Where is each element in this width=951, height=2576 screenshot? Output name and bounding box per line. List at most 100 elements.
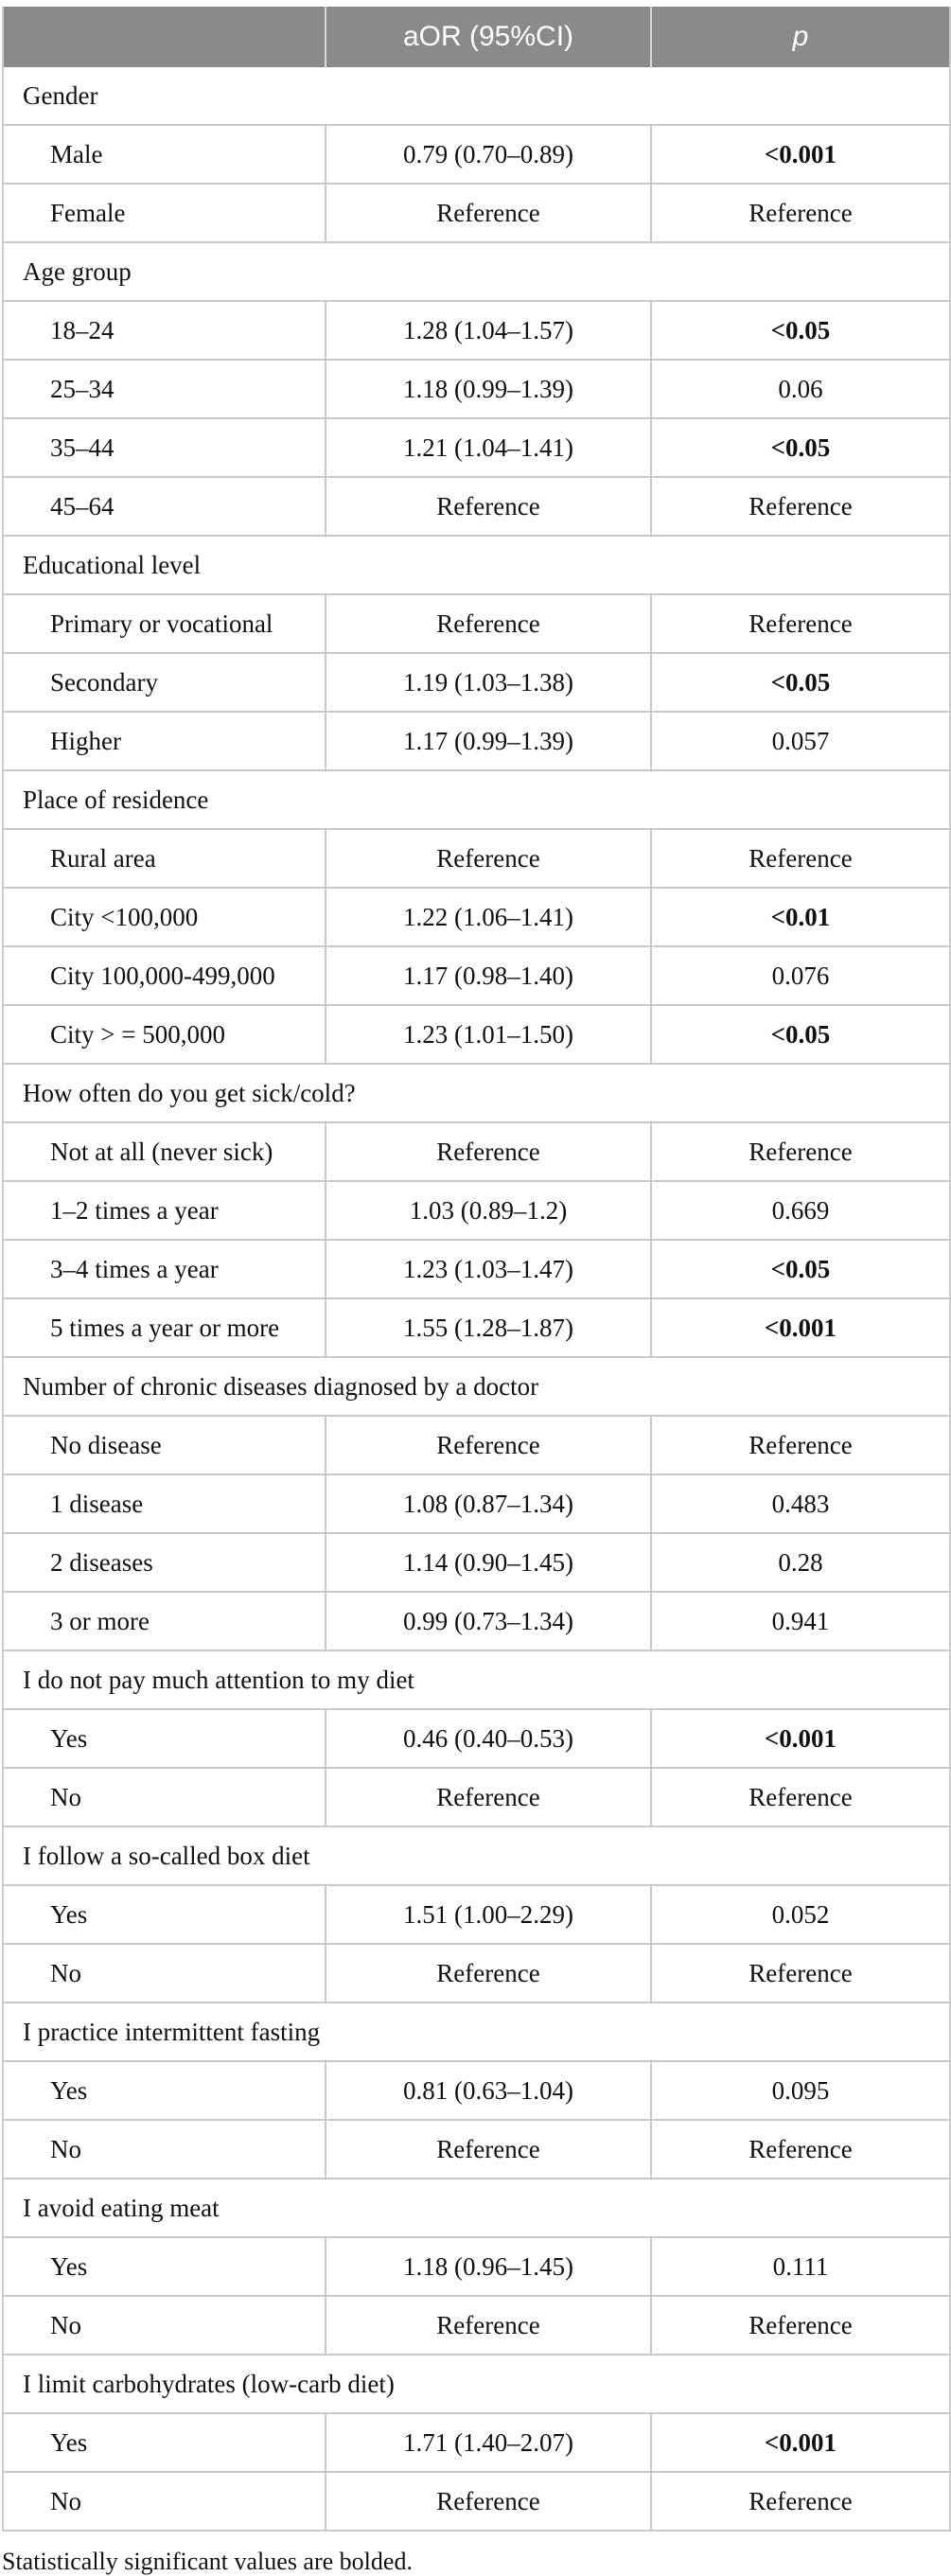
aor-value: Reference xyxy=(326,594,652,654)
row-label: Female xyxy=(3,184,326,243)
aor-value: 1.03 (0.89–1.2) xyxy=(326,1181,652,1241)
p-value: Reference xyxy=(651,1768,950,1827)
p-value: Reference xyxy=(651,2472,950,2532)
aor-value: Reference xyxy=(326,2472,652,2532)
p-value: 0.095 xyxy=(651,2061,950,2121)
aor-value: 1.51 (1.00–2.29) xyxy=(326,1885,652,1945)
table-row: Female Reference Reference xyxy=(3,184,950,243)
table-row: Yes 1.71 (1.40–2.07) <0.001 xyxy=(3,2413,950,2473)
aor-value: Reference xyxy=(326,1944,652,2003)
table-row: 35–44 1.21 (1.04–1.41) <0.05 xyxy=(3,418,950,478)
table-row: Male 0.79 (0.70–0.89) <0.001 xyxy=(3,125,950,185)
p-value: <0.05 xyxy=(651,653,950,713)
row-label: 45–64 xyxy=(3,477,326,537)
aor-value: 1.23 (1.03–1.47) xyxy=(326,1240,652,1299)
category-label: Number of chronic diseases diagnosed by … xyxy=(3,1357,950,1417)
aor-value: 1.71 (1.40–2.07) xyxy=(326,2413,652,2473)
table-row: Yes 1.51 (1.00–2.29) 0.052 xyxy=(3,1885,950,1945)
header-row: aOR (95%CI) p xyxy=(3,7,950,67)
row-label: Higher xyxy=(3,712,326,771)
p-value: <0.01 xyxy=(651,888,950,947)
table-row: No Reference Reference xyxy=(3,2120,950,2179)
category-row: Number of chronic diseases diagnosed by … xyxy=(3,1357,950,1417)
p-value: Reference xyxy=(651,1416,950,1475)
header-stub-cell xyxy=(3,7,326,67)
category-row: Gender xyxy=(3,67,950,126)
table-row: Secondary 1.19 (1.03–1.38) <0.05 xyxy=(3,653,950,713)
row-label: City > = 500,000 xyxy=(3,1005,326,1065)
aor-value: 1.18 (0.99–1.39) xyxy=(326,360,652,419)
aor-value: 1.22 (1.06–1.41) xyxy=(326,888,652,947)
p-value: 0.941 xyxy=(651,1592,950,1651)
row-label: Yes xyxy=(3,2061,326,2121)
aor-value: 1.08 (0.87–1.34) xyxy=(326,1474,652,1534)
header-p-cell: p xyxy=(650,7,950,67)
aor-value: Reference xyxy=(326,184,652,243)
p-value: <0.001 xyxy=(651,125,950,185)
table-row: 1 disease 1.08 (0.87–1.34) 0.483 xyxy=(3,1474,950,1534)
category-label: I do not pay much attention to my diet xyxy=(3,1650,950,1710)
category-row: I practice intermittent fasting xyxy=(3,2003,950,2062)
table-row: No Reference Reference xyxy=(3,2472,950,2532)
category-label: I avoid eating meat xyxy=(3,2179,950,2238)
aor-value: Reference xyxy=(326,2120,652,2179)
table-footnote: Statistically significant values are bol… xyxy=(2,2548,413,2575)
p-value: 0.052 xyxy=(651,1885,950,1945)
table-row: 25–34 1.18 (0.99–1.39) 0.06 xyxy=(3,360,950,419)
table-row: No Reference Reference xyxy=(3,1768,950,1827)
aor-value: 1.18 (0.96–1.45) xyxy=(326,2237,652,2297)
table-header: aOR (95%CI) p xyxy=(3,7,950,67)
category-label: I follow a so-called box diet xyxy=(3,1826,950,1886)
aor-table: aOR (95%CI) p Gender Male 0.79 (0.70–0.89)… xyxy=(2,7,951,2532)
table-row: 45–64 Reference Reference xyxy=(3,477,950,537)
p-value: Reference xyxy=(651,829,950,889)
p-value: <0.001 xyxy=(651,2413,950,2473)
category-label: Place of residence xyxy=(3,770,950,830)
table-row: No Reference Reference xyxy=(3,2296,950,2355)
row-label: City <100,000 xyxy=(3,888,326,947)
aor-value: 1.17 (0.99–1.39) xyxy=(326,712,652,771)
aor-value: 1.28 (1.04–1.57) xyxy=(326,301,652,361)
p-value: 0.669 xyxy=(651,1181,950,1241)
aor-value: 1.19 (1.03–1.38) xyxy=(326,653,652,713)
category-row: Place of residence xyxy=(3,770,950,830)
aor-value: Reference xyxy=(326,1122,652,1182)
table-row: 5 times a year or more 1.55 (1.28–1.87) <0… xyxy=(3,1298,950,1358)
table-row: Yes 0.81 (0.63–1.04) 0.095 xyxy=(3,2061,950,2121)
category-label: Gender xyxy=(3,67,950,126)
row-label: No xyxy=(3,2120,326,2179)
row-label: 5 times a year or more xyxy=(3,1298,326,1358)
table-row: Primary or vocational Reference Reference xyxy=(3,594,950,654)
category-row: Age group xyxy=(3,242,950,302)
table-row: City <100,000 1.22 (1.06–1.41) <0.01 xyxy=(3,888,950,947)
aor-value: 0.46 (0.40–0.53) xyxy=(326,1709,652,1769)
table-row: 1–2 times a year 1.03 (0.89–1.2) 0.669 xyxy=(3,1181,950,1241)
p-value: Reference xyxy=(651,594,950,654)
row-label: No xyxy=(3,1944,326,2003)
table-row: Higher 1.17 (0.99–1.39) 0.057 xyxy=(3,712,950,771)
p-value: Reference xyxy=(651,1122,950,1182)
aor-value: 0.81 (0.63–1.04) xyxy=(326,2061,652,2121)
row-label: 1–2 times a year xyxy=(3,1181,326,1241)
aor-value: Reference xyxy=(326,1768,652,1827)
table-row: Rural area Reference Reference xyxy=(3,829,950,889)
p-value: 0.057 xyxy=(651,712,950,771)
table-row: City > = 500,000 1.23 (1.01–1.50) <0.05 xyxy=(3,1005,950,1065)
table-body: Gender Male 0.79 (0.70–0.89) <0.001 Female Re… xyxy=(3,67,950,2532)
p-value: 0.076 xyxy=(651,946,950,1006)
p-value: <0.05 xyxy=(651,301,950,361)
p-value: 0.28 xyxy=(651,1533,950,1593)
row-label: City 100,000-499,000 xyxy=(3,946,326,1006)
category-label: I practice intermittent fasting xyxy=(3,2003,950,2062)
category-row: I avoid eating meat xyxy=(3,2179,950,2238)
category-row: I limit carbohydrates (low-carb diet) xyxy=(3,2355,950,2414)
table-row: 3–4 times a year 1.23 (1.03–1.47) <0.05 xyxy=(3,1240,950,1299)
category-row: Educational level xyxy=(3,536,950,595)
row-label: 35–44 xyxy=(3,418,326,478)
table-row: Not at all (never sick) Reference Referenc… xyxy=(3,1122,950,1182)
table-row: City 100,000-499,000 1.17 (0.98–1.40) 0.07… xyxy=(3,946,950,1006)
aor-value: 1.55 (1.28–1.87) xyxy=(326,1298,652,1358)
category-label: How often do you get sick/cold? xyxy=(3,1064,950,1123)
row-label: Secondary xyxy=(3,653,326,713)
